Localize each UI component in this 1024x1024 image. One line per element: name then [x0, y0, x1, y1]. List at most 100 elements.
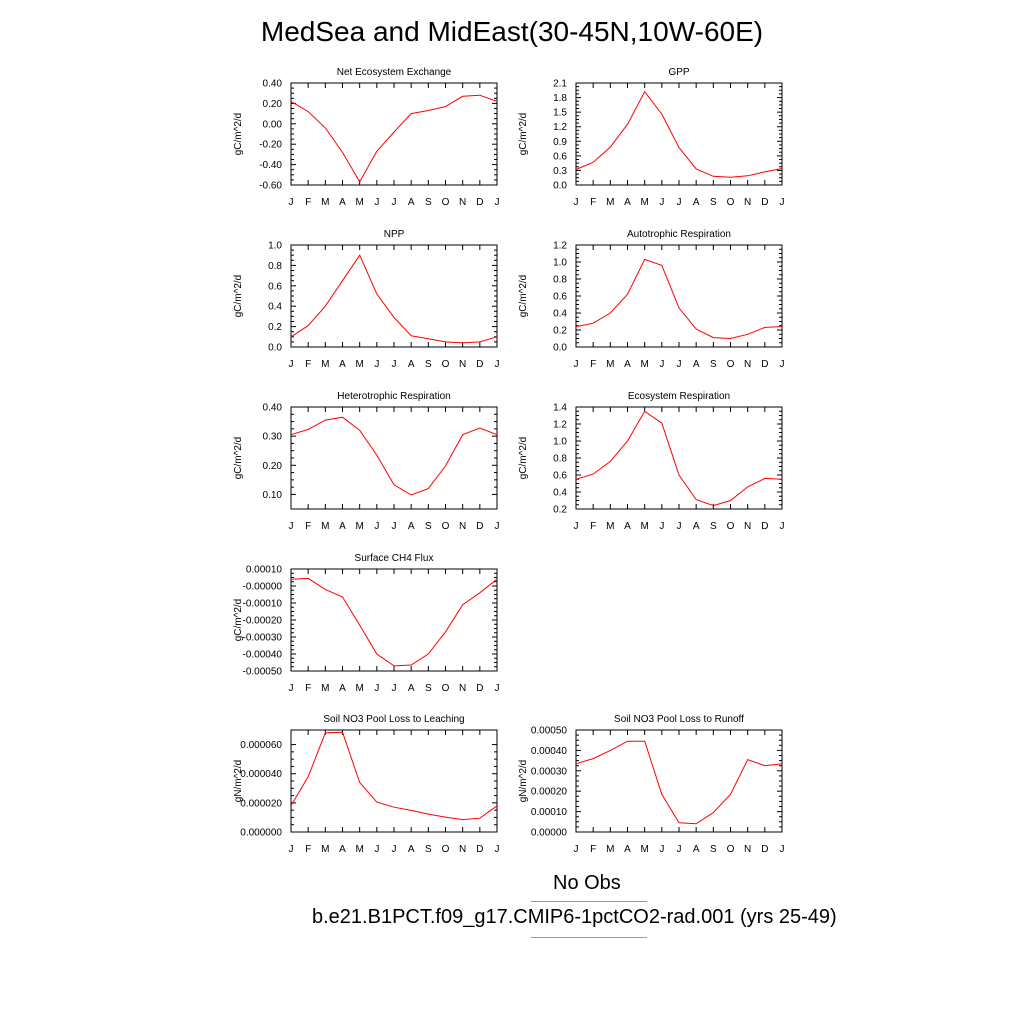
x-tick-label: J — [659, 359, 664, 370]
series-line — [290, 254, 498, 344]
series-line — [575, 740, 783, 825]
x-tick-label: S — [425, 844, 432, 855]
x-tick-label: D — [761, 359, 768, 370]
x-tick-label: O — [442, 359, 450, 370]
x-tick-label: J — [495, 359, 500, 370]
plot-frame — [575, 406, 783, 510]
y-tick-label: 0.00010 — [246, 565, 283, 576]
chart-panel-9: Soil NO3 Pool Loss to RunoffgN/m^2/d0.00… — [518, 714, 785, 855]
x-tick-label: D — [476, 683, 483, 694]
y-tick-label: 0.00040 — [531, 746, 568, 757]
x-tick-label: J — [495, 683, 500, 694]
x-tick-label: A — [408, 197, 415, 208]
x-tick-label: D — [761, 844, 768, 855]
x-tick-label: F — [305, 683, 311, 694]
x-tick-label: J — [780, 359, 785, 370]
x-tick-label: S — [710, 844, 717, 855]
x-tick-label: J — [495, 521, 500, 532]
x-tick-label: O — [442, 844, 450, 855]
y-tick-label: 0.00050 — [531, 726, 568, 737]
y-tick-label: 0.000040 — [240, 769, 282, 780]
x-tick-label: J — [392, 844, 397, 855]
y-tick-label: 0.2 — [553, 326, 567, 337]
x-tick-label: A — [408, 359, 415, 370]
x-tick-label: J — [659, 844, 664, 855]
chart-panel-8: Soil NO3 Pool Loss to LeachinggN/m^2/d0.… — [233, 714, 500, 855]
x-tick-label: F — [590, 521, 596, 532]
x-tick-label: J — [574, 197, 579, 208]
x-tick-label: J — [677, 359, 682, 370]
plot-frame — [290, 568, 498, 672]
y-tick-label: -0.00020 — [243, 616, 283, 627]
y-axis-label: gN/m^2/d — [518, 760, 529, 803]
y-tick-label: 1.2 — [553, 420, 567, 431]
x-tick-label: A — [339, 844, 346, 855]
y-tick-label: 0.6 — [553, 292, 567, 303]
y-tick-label: 0.6 — [268, 281, 282, 292]
y-tick-label: 0.00030 — [531, 766, 568, 777]
x-tick-label: J — [374, 197, 379, 208]
x-tick-label: S — [710, 197, 717, 208]
y-tick-label: 1.0 — [553, 258, 567, 269]
x-tick-label: A — [408, 844, 415, 855]
x-tick-label: A — [624, 521, 631, 532]
x-tick-label: O — [727, 521, 735, 532]
x-tick-label: F — [305, 197, 311, 208]
y-tick-label: -0.00050 — [243, 667, 283, 678]
y-tick-label: 1.0 — [553, 437, 567, 448]
y-tick-label: 0.2 — [553, 505, 567, 516]
x-tick-label: A — [339, 521, 346, 532]
x-tick-label: D — [476, 844, 483, 855]
x-tick-label: J — [574, 844, 579, 855]
x-tick-label: J — [659, 197, 664, 208]
x-tick-label: M — [640, 197, 648, 208]
y-axis-label: gC/m^2/d — [518, 275, 529, 318]
x-tick-label: A — [624, 844, 631, 855]
y-tick-label: 0.000060 — [240, 740, 282, 751]
x-tick-label: A — [624, 197, 631, 208]
x-tick-label: A — [408, 683, 415, 694]
x-tick-label: S — [425, 683, 432, 694]
x-tick-label: N — [459, 683, 466, 694]
x-tick-label: M — [321, 844, 329, 855]
x-tick-label: M — [321, 683, 329, 694]
x-tick-label: N — [459, 844, 466, 855]
x-tick-label: M — [355, 844, 363, 855]
x-tick-label: F — [590, 359, 596, 370]
x-tick-label: J — [289, 197, 294, 208]
x-tick-label: F — [590, 844, 596, 855]
y-tick-label: 2.1 — [553, 79, 567, 90]
x-tick-label: D — [476, 521, 483, 532]
chart-title: Net Ecosystem Exchange — [337, 67, 452, 78]
series-line — [290, 577, 498, 667]
y-tick-label: 1.5 — [553, 108, 567, 119]
chart-panel-7: Surface CH4 Flux gC/m^2/d -0.00050 -0.00040… — [233, 553, 500, 694]
y-tick-label: 0.20 — [263, 461, 283, 472]
chart-title: Soil NO3 Pool Loss to Leaching — [323, 714, 464, 725]
x-tick-label: M — [606, 844, 614, 855]
legend-model-line — [531, 937, 647, 938]
y-tick-label: 0.3 — [553, 166, 567, 177]
x-tick-label: O — [442, 683, 450, 694]
x-tick-label: M — [606, 197, 614, 208]
y-tick-label: 0.10 — [263, 490, 283, 501]
y-tick-label: 0.8 — [553, 275, 567, 286]
x-tick-label: M — [321, 197, 329, 208]
y-axis-label: gN/m^2/d — [233, 760, 244, 803]
y-tick-label: -0.00040 — [243, 650, 283, 661]
x-tick-label: O — [727, 197, 735, 208]
chart-title: Heterotrophic Respiration — [337, 391, 450, 402]
y-tick-label: 0.00 — [263, 119, 283, 130]
y-tick-label: -0.60 — [259, 181, 282, 192]
x-tick-label: M — [355, 359, 363, 370]
y-tick-label: 0.4 — [553, 488, 567, 499]
x-tick-label: S — [425, 359, 432, 370]
x-tick-label: F — [305, 521, 311, 532]
x-tick-label: J — [495, 844, 500, 855]
y-axis-label: gC/m^2/d — [233, 437, 244, 480]
x-tick-label: N — [744, 844, 751, 855]
x-tick-label: A — [693, 844, 700, 855]
x-tick-label: J — [289, 844, 294, 855]
plot-frame — [290, 244, 498, 348]
